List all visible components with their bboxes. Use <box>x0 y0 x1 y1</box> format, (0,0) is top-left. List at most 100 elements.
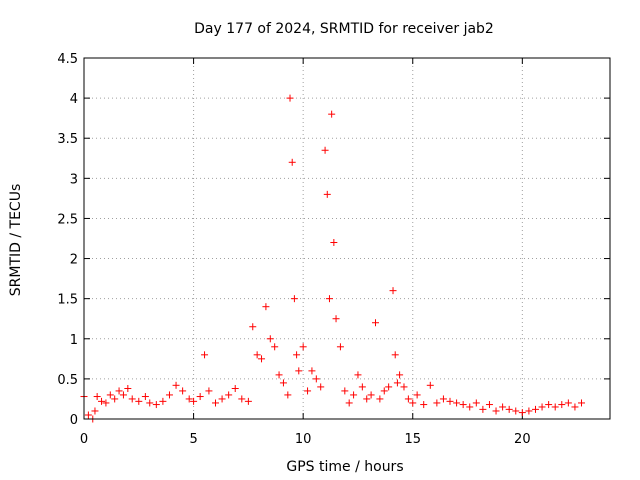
x-axis-label: GPS time / hours <box>286 459 403 475</box>
data-point <box>391 351 399 359</box>
data-point <box>578 399 586 407</box>
data-point <box>262 303 270 311</box>
x-tick-label: 10 <box>295 432 312 447</box>
data-point <box>141 393 149 401</box>
data-point <box>409 399 417 407</box>
y-tick-label: 4 <box>70 92 78 107</box>
data-points <box>80 94 586 423</box>
chart-title: Day 177 of 2024, SRMTID for receiver jab… <box>194 21 494 37</box>
data-point <box>336 343 344 351</box>
data-point <box>551 403 559 411</box>
data-point <box>308 367 316 375</box>
y-tick-label: 0.5 <box>57 373 78 388</box>
data-point <box>190 397 198 405</box>
data-point <box>146 399 154 407</box>
data-point <box>505 405 513 413</box>
data-point <box>512 407 520 415</box>
data-point <box>279 379 287 387</box>
data-point <box>106 391 114 399</box>
data-point <box>385 383 393 391</box>
data-point <box>205 387 213 395</box>
data-point <box>371 319 379 327</box>
data-point <box>446 397 454 405</box>
data-point <box>179 387 187 395</box>
data-point <box>404 395 412 403</box>
data-point <box>312 375 320 383</box>
x-tick-label: 15 <box>404 432 421 447</box>
data-point <box>249 323 257 331</box>
data-point <box>389 287 397 295</box>
data-point <box>212 399 219 407</box>
y-tick-label: 2 <box>70 253 78 268</box>
data-point <box>84 411 92 419</box>
data-point <box>286 94 294 102</box>
y-tick-label: 1.5 <box>57 293 78 308</box>
axes: 0 0.5 1 1.5 2 2.5 3 3.5 4 4.5 0 5 10 15 20 <box>57 52 610 447</box>
data-point <box>328 110 336 118</box>
data-point <box>288 158 296 166</box>
data-point <box>98 397 106 405</box>
data-point <box>341 387 349 395</box>
data-point <box>128 395 136 403</box>
data-point <box>354 371 362 379</box>
y-axis-label: SRMTID / TECUs <box>8 184 24 297</box>
data-point <box>225 391 233 399</box>
data-point <box>358 383 366 391</box>
data-point <box>253 351 261 359</box>
y-tick-label: 1 <box>70 333 78 348</box>
data-point <box>231 385 239 393</box>
data-point <box>271 343 279 351</box>
data-point <box>325 295 333 303</box>
data-point <box>135 397 143 405</box>
data-point <box>323 190 331 198</box>
data-point <box>293 351 301 359</box>
data-point <box>299 343 307 351</box>
data-point <box>426 381 434 389</box>
data-point <box>485 401 493 409</box>
data-point <box>258 355 266 363</box>
data-point <box>284 391 292 399</box>
data-point <box>201 351 209 359</box>
data-point <box>413 391 421 399</box>
data-point <box>558 401 566 409</box>
data-point <box>380 387 388 395</box>
data-point <box>275 371 283 379</box>
data-point <box>102 399 110 407</box>
y-tick-label: 3.5 <box>57 132 78 147</box>
data-point <box>453 399 461 407</box>
y-tick-label: 0 <box>70 413 78 428</box>
data-point <box>479 405 487 413</box>
data-point <box>119 391 127 399</box>
data-point <box>321 146 329 154</box>
data-point <box>466 403 474 411</box>
data-point <box>492 407 500 415</box>
data-point <box>472 399 480 407</box>
data-point <box>290 295 298 303</box>
data-point <box>571 403 579 411</box>
x-tick-label: 0 <box>80 432 88 447</box>
data-point <box>545 401 553 409</box>
y-tick-label: 3 <box>70 172 78 187</box>
data-point <box>172 381 180 389</box>
data-point <box>518 409 526 417</box>
data-point <box>499 403 507 411</box>
y-tick-label: 4.5 <box>57 52 78 67</box>
data-point <box>376 395 384 403</box>
data-point <box>525 407 533 415</box>
data-point <box>367 391 375 399</box>
data-point <box>538 403 546 411</box>
y-tick-label: 2.5 <box>57 212 78 227</box>
data-point <box>564 399 572 407</box>
data-point <box>330 239 338 247</box>
data-point <box>433 399 441 407</box>
data-point <box>531 405 539 413</box>
data-point <box>266 335 274 343</box>
data-point <box>196 393 204 401</box>
data-point <box>363 395 371 403</box>
data-point <box>185 395 193 403</box>
grid <box>84 58 610 419</box>
data-point <box>159 397 167 405</box>
data-point <box>345 399 353 407</box>
data-point <box>459 401 467 409</box>
